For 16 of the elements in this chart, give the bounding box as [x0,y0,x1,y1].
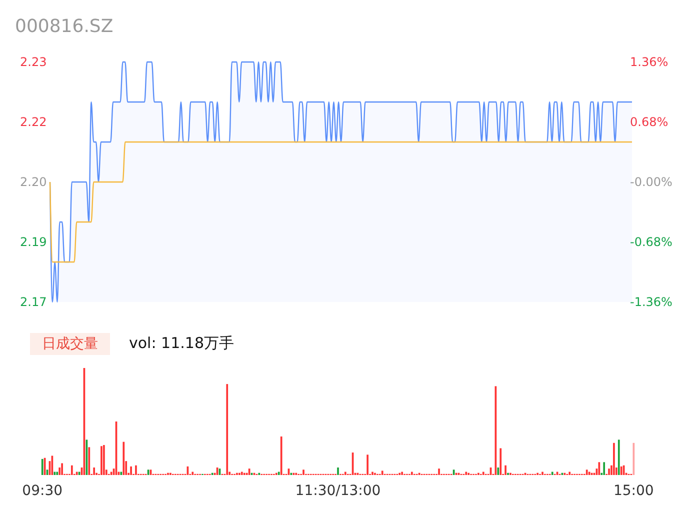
x-tick-label: 09:30 [22,483,63,499]
y-tick-label: 2.22 [20,115,47,130]
chart-title: 日成交量 [42,336,98,352]
chart-title: 000816.SZ [15,16,114,37]
x-tick-label: 11:30/13:00 [295,483,381,499]
y-tick-label: 2.20 [20,175,47,190]
x-tick-label: 15:00 [613,483,654,499]
y2-tick-label: 1.36% [630,55,668,70]
y-tick-label: 2.23 [20,55,47,70]
y-tick-label: 2.17 [20,295,47,310]
y2-tick-label: -1.36% [630,295,672,310]
y2-tick-label: -0.68% [630,235,672,250]
y2-tick-label: 0.68% [630,115,668,130]
y2-tick-label: -0.00% [630,175,672,190]
chart-subtitle: vol: 11.18万手 [129,334,234,352]
y-tick-label: 2.19 [20,235,47,250]
